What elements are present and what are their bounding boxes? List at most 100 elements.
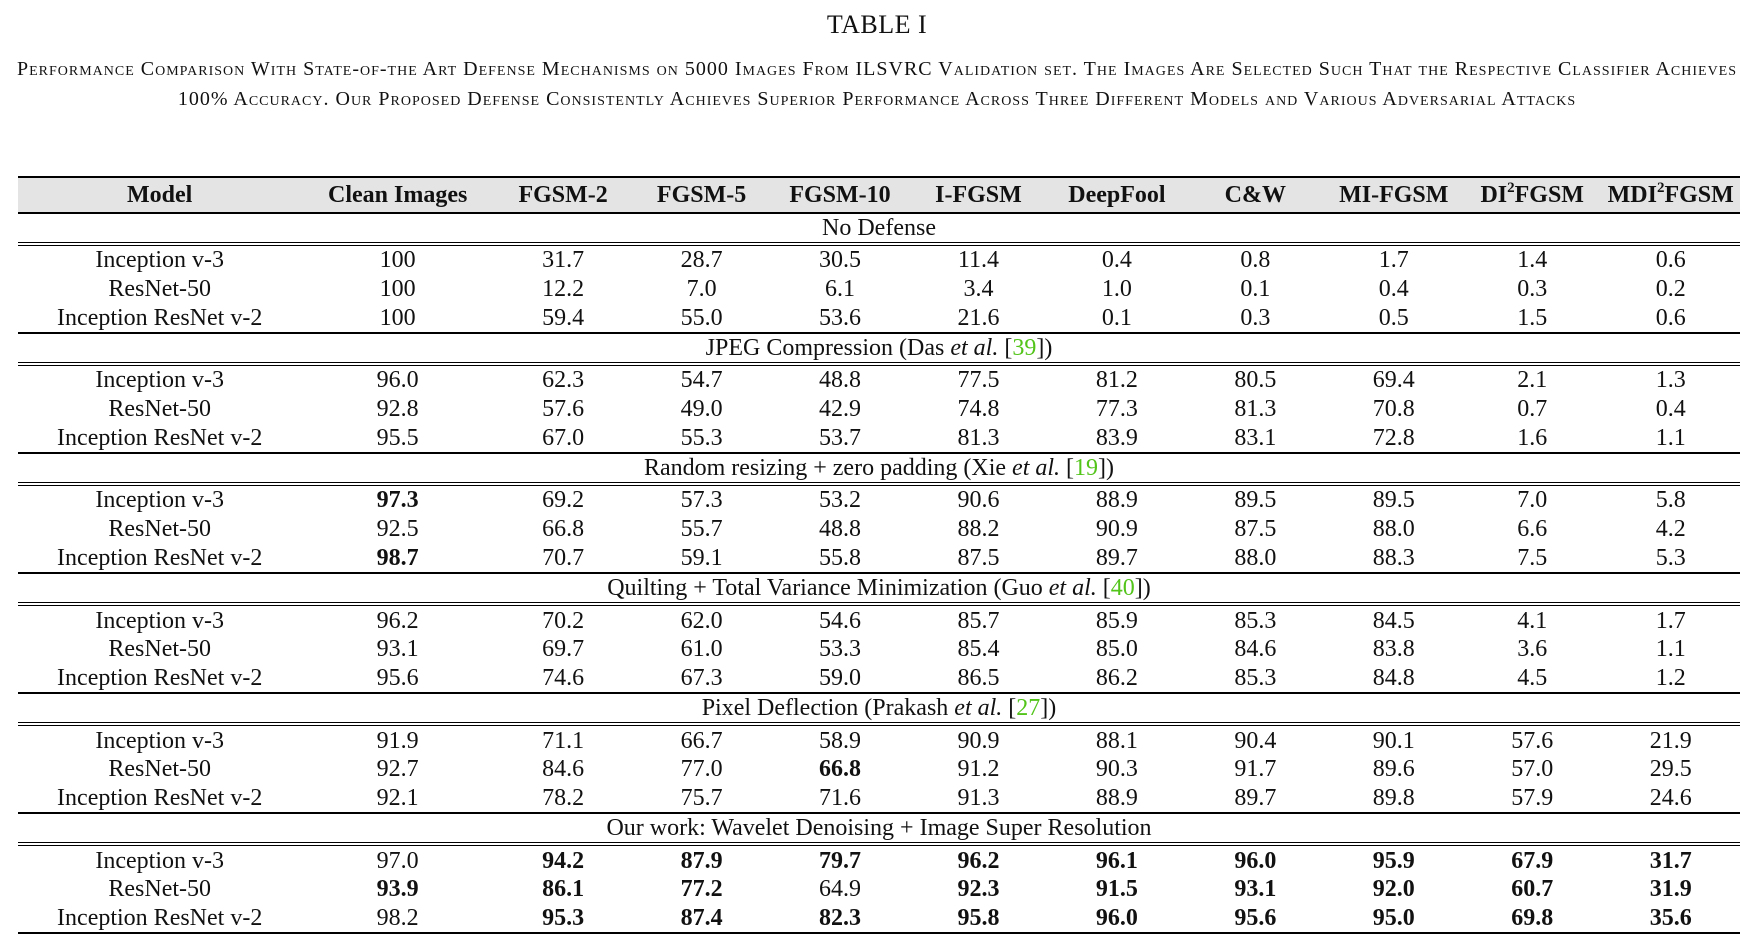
value-cell: 0.3 bbox=[1186, 303, 1325, 335]
value-cell: 81.3 bbox=[909, 423, 1048, 455]
model-cell: ResNet-50 bbox=[108, 396, 212, 423]
value-cell: 55.0 bbox=[632, 303, 771, 335]
section-title-suffix: ) bbox=[1106, 455, 1115, 482]
value-cell: 85.3 bbox=[1186, 663, 1325, 695]
value-cell: 0.6 bbox=[1655, 247, 1686, 274]
value-cell: 2.1 bbox=[1517, 367, 1548, 394]
section-title: Pixel Deflection (Prakash et al. [27]) bbox=[18, 693, 1740, 727]
section-title-suffix: ) bbox=[1044, 335, 1053, 362]
value-cell: 31.9 bbox=[1649, 876, 1692, 903]
table-row: Inception ResNet v-2 98.7 70.7 59.1 55.8 87.5… bbox=[18, 543, 1740, 575]
value-cell: 95.6 bbox=[1186, 903, 1325, 934]
value-cell: 59.4 bbox=[493, 303, 633, 335]
value-cell: 95.3 bbox=[493, 903, 633, 934]
value-cell: 0.4 bbox=[1378, 276, 1409, 303]
value-cell: 0.7 bbox=[1517, 396, 1548, 423]
value-cell: 0.4 bbox=[1655, 396, 1686, 423]
value-cell: 21.6 bbox=[909, 303, 1048, 335]
value-cell: 95.5 bbox=[301, 423, 494, 455]
value-cell: 91.9 bbox=[376, 727, 419, 754]
value-cell: 83.1 bbox=[1186, 423, 1325, 455]
table-row: Inception v-3 100 31.7 28.7 30.5 11.4 0.4 0.8 1.… bbox=[18, 244, 1740, 275]
value-cell: 77.2 bbox=[680, 876, 723, 903]
value-cell: 24.6 bbox=[1601, 783, 1740, 815]
value-cell: 57.9 bbox=[1462, 783, 1602, 815]
value-cell: 55.3 bbox=[632, 423, 771, 455]
value-cell: 89.6 bbox=[1372, 756, 1415, 783]
value-cell: 1.4 bbox=[1517, 247, 1548, 274]
value-cell: 57.3 bbox=[680, 487, 723, 514]
value-cell: 78.2 bbox=[493, 783, 633, 815]
value-cell: 74.8 bbox=[957, 396, 1000, 423]
value-cell: 88.0 bbox=[1372, 516, 1415, 543]
section-title: No Defense bbox=[18, 212, 1740, 246]
citation-link[interactable]: 40 bbox=[1110, 575, 1135, 602]
value-cell: 84.6 bbox=[1234, 636, 1277, 663]
value-cell: 95.6 bbox=[301, 663, 494, 695]
value-cell: 55.8 bbox=[770, 543, 910, 575]
value-cell: 1.1 bbox=[1655, 636, 1686, 663]
value-cell: 89.8 bbox=[1324, 783, 1463, 815]
value-cell: 35.6 bbox=[1601, 903, 1740, 934]
header-clean-images: Clean Images bbox=[301, 176, 494, 214]
value-cell: 0.2 bbox=[1655, 276, 1686, 303]
value-cell: 3.6 bbox=[1517, 636, 1548, 663]
citation-link[interactable]: 19 bbox=[1074, 455, 1099, 482]
value-cell: 54.7 bbox=[680, 367, 723, 394]
value-cell: 90.1 bbox=[1372, 727, 1415, 754]
value-cell: 96.1 bbox=[1095, 847, 1138, 874]
value-cell: 90.4 bbox=[1234, 727, 1277, 754]
model-cell: Inception v-3 bbox=[95, 847, 224, 874]
value-cell: 4.1 bbox=[1517, 607, 1548, 634]
value-cell: 30.5 bbox=[819, 247, 862, 274]
value-cell: 28.7 bbox=[680, 247, 723, 274]
value-cell: 90.9 bbox=[1095, 516, 1138, 543]
value-cell: 100 bbox=[301, 303, 494, 335]
section-title-text: Our work: Wavelet Denoising + Image Supe… bbox=[606, 815, 1152, 842]
table-row: Inception ResNet v-2 95.6 74.6 67.3 59.0 86.5… bbox=[18, 663, 1740, 695]
value-cell: 92.8 bbox=[376, 396, 419, 423]
model-cell: Inception ResNet v-2 bbox=[18, 543, 302, 575]
table-row: Inception v-3 96.0 62.3 54.7 48.8 77.5 81.2 80.… bbox=[18, 364, 1740, 395]
value-cell: 88.1 bbox=[1095, 727, 1138, 754]
value-cell: 7.0 bbox=[686, 276, 717, 303]
value-cell: 89.7 bbox=[1186, 783, 1325, 815]
table-label: TABLE I bbox=[826, 10, 928, 39]
value-cell: 59.1 bbox=[632, 543, 771, 575]
section-title-etal: et al. bbox=[1048, 575, 1097, 602]
model-cell: Inception ResNet v-2 bbox=[18, 663, 302, 695]
value-cell: 70.7 bbox=[493, 543, 633, 575]
header-fgsm-5: FGSM-5 bbox=[632, 176, 771, 214]
value-cell: 91.5 bbox=[1095, 876, 1138, 903]
value-cell: 82.3 bbox=[770, 903, 910, 934]
value-cell: 92.0 bbox=[1372, 876, 1415, 903]
section-header-row: No Defense bbox=[18, 212, 1740, 246]
value-cell: 66.8 bbox=[542, 516, 585, 543]
value-cell: 48.8 bbox=[819, 516, 862, 543]
value-cell: 81.2 bbox=[1095, 367, 1138, 394]
value-cell: 66.8 bbox=[819, 756, 862, 783]
value-cell: 81.3 bbox=[1234, 396, 1277, 423]
section-title-text: Quilting + Total Variance Minimization (… bbox=[607, 575, 1049, 602]
value-cell: 69.2 bbox=[542, 487, 585, 514]
section-title: Our work: Wavelet Denoising + Image Supe… bbox=[18, 813, 1740, 847]
value-cell: 57.6 bbox=[542, 396, 585, 423]
table-row: ResNet-50 93.1 69.7 61.0 53.3 85.4 85.0 84.6 83.… bbox=[18, 635, 1740, 664]
citation-link[interactable]: 27 bbox=[1016, 695, 1041, 722]
section-title-suffix: ) bbox=[1142, 575, 1151, 602]
value-cell: 75.7 bbox=[632, 783, 771, 815]
value-cell: 92.7 bbox=[376, 756, 419, 783]
value-cell: 96.0 bbox=[376, 367, 419, 394]
value-cell: 95.0 bbox=[1324, 903, 1463, 934]
value-cell: 58.9 bbox=[819, 727, 862, 754]
citation-link[interactable]: 39 bbox=[1012, 335, 1037, 362]
value-cell: 7.5 bbox=[1462, 543, 1602, 575]
model-cell: Inception ResNet v-2 bbox=[18, 783, 302, 815]
header-i-fgsm: I-FGSM bbox=[909, 176, 1048, 214]
value-cell: 69.7 bbox=[542, 636, 585, 663]
value-cell: 59.0 bbox=[770, 663, 910, 695]
value-cell: 93.1 bbox=[376, 636, 419, 663]
value-cell: 31.7 bbox=[542, 247, 585, 274]
section-title-text: Pixel Deflection (Prakash bbox=[701, 695, 955, 722]
model-cell: ResNet-50 bbox=[108, 876, 212, 903]
